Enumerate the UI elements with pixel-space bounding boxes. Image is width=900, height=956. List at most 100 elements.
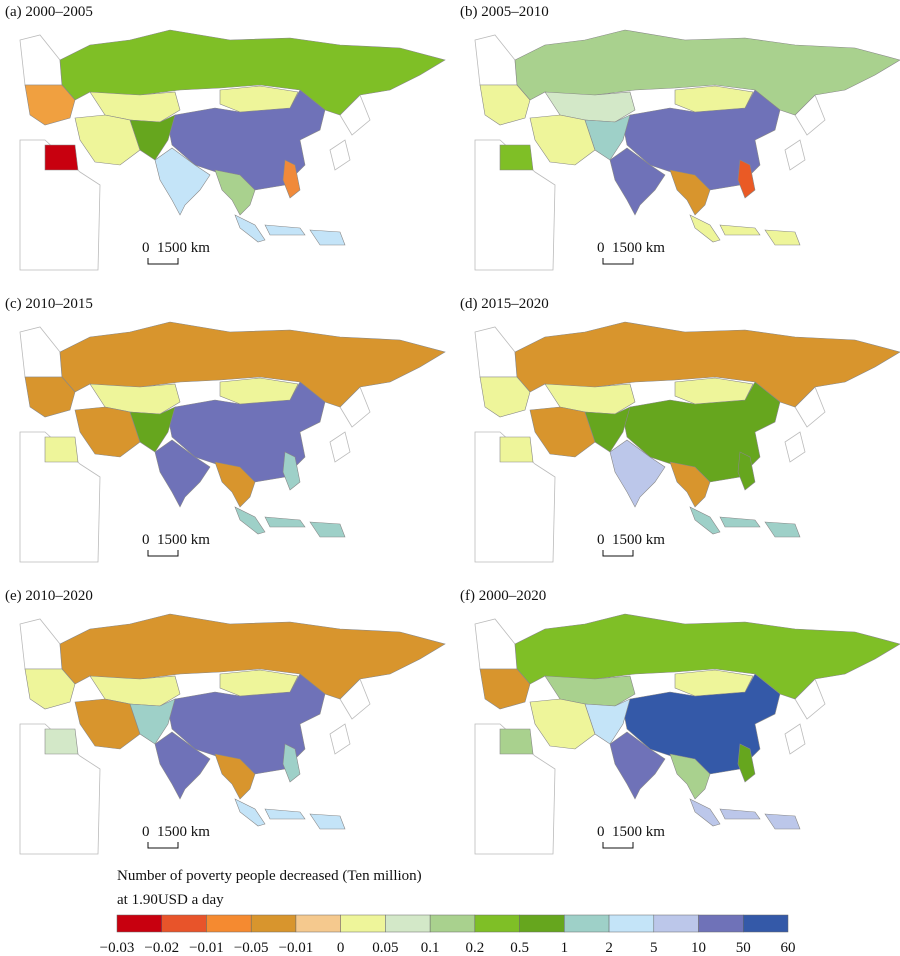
country bbox=[282, 743, 301, 783]
country bbox=[219, 669, 299, 697]
country bbox=[154, 439, 211, 508]
land-outline bbox=[329, 723, 351, 755]
country bbox=[669, 753, 711, 800]
country bbox=[689, 214, 801, 246]
country bbox=[24, 668, 76, 710]
land-outline bbox=[19, 618, 63, 670]
scale-label: 1500 km bbox=[157, 824, 210, 840]
country bbox=[214, 753, 256, 800]
land-outline bbox=[19, 326, 63, 378]
scale-bar bbox=[147, 550, 179, 557]
legend-swatch bbox=[340, 914, 386, 933]
map-panel: (b) 2005–2010 0 1500 km bbox=[460, 4, 900, 271]
legend-swatch bbox=[161, 914, 207, 933]
country bbox=[689, 506, 801, 538]
country bbox=[479, 376, 531, 418]
legend-label: 0.1 bbox=[421, 940, 440, 956]
country bbox=[219, 85, 299, 113]
country bbox=[44, 436, 79, 463]
legend-label: 0 bbox=[337, 940, 345, 956]
legend-label: −0.01 bbox=[279, 940, 314, 956]
legend-swatch bbox=[608, 914, 655, 933]
legend-label: 0.05 bbox=[372, 940, 398, 956]
legend-label: −0.03 bbox=[100, 940, 135, 956]
legend-title: at 1.90USD a day bbox=[117, 892, 224, 908]
land-outline bbox=[19, 139, 101, 271]
land-outline bbox=[329, 431, 351, 463]
map-panel: (a) 2000–2005 0 1500 km bbox=[5, 4, 446, 271]
country bbox=[674, 669, 754, 697]
scale-label: 1500 km bbox=[157, 240, 210, 256]
country bbox=[669, 169, 711, 216]
legend-swatch bbox=[653, 914, 699, 933]
scale-bar bbox=[602, 842, 634, 849]
country bbox=[234, 214, 346, 246]
country bbox=[689, 798, 801, 830]
legend-swatch bbox=[116, 914, 162, 933]
country bbox=[609, 147, 666, 216]
legend-title: Number of poverty people decreased (Ten … bbox=[117, 868, 422, 884]
country bbox=[499, 436, 534, 463]
legend-swatch bbox=[564, 914, 610, 933]
scale-zero: 0 bbox=[597, 240, 605, 256]
legend-label: 0.5 bbox=[510, 940, 529, 956]
country bbox=[609, 439, 666, 508]
country bbox=[24, 84, 76, 126]
country bbox=[219, 377, 299, 405]
country bbox=[584, 698, 631, 745]
country bbox=[74, 114, 141, 166]
legend-label: 5 bbox=[650, 940, 658, 956]
legend-swatch bbox=[698, 914, 744, 933]
land-outline bbox=[329, 139, 351, 171]
legend-label: −0.01 bbox=[189, 940, 224, 956]
map-panel: (f) 2000–2020 0 1500 km bbox=[460, 588, 900, 855]
scale-zero: 0 bbox=[597, 532, 605, 548]
scale-label: 1500 km bbox=[612, 532, 665, 548]
country bbox=[214, 169, 256, 216]
panel-title: (a) 2000–2005 bbox=[5, 4, 93, 20]
scale-zero: 0 bbox=[142, 532, 150, 548]
country bbox=[282, 159, 301, 199]
scale-bar bbox=[147, 258, 179, 265]
country bbox=[584, 406, 631, 453]
map-panel: (d) 2015–2020 0 1500 km bbox=[460, 296, 900, 563]
country bbox=[129, 406, 176, 453]
scale-zero: 0 bbox=[142, 240, 150, 256]
country bbox=[129, 114, 176, 161]
scale-bar bbox=[602, 258, 634, 265]
panel-title: (e) 2010–2020 bbox=[5, 588, 93, 604]
land-outline bbox=[784, 431, 806, 463]
land-outline bbox=[474, 431, 556, 563]
legend-swatch bbox=[250, 914, 297, 933]
land-outline bbox=[474, 139, 556, 271]
country bbox=[479, 668, 531, 710]
panel-title: (b) 2005–2010 bbox=[460, 4, 549, 20]
country bbox=[44, 728, 79, 755]
land-outline bbox=[474, 618, 518, 670]
map-panel: (e) 2010–2020 0 1500 km bbox=[5, 588, 446, 855]
land-outline bbox=[474, 34, 518, 86]
land-outline bbox=[19, 431, 101, 563]
legend-swatch bbox=[295, 914, 341, 933]
land-outline bbox=[19, 723, 101, 855]
map-panel: (c) 2010–2015 0 1500 km bbox=[5, 296, 446, 563]
legend-swatch bbox=[206, 914, 252, 933]
land-outline bbox=[784, 723, 806, 755]
country bbox=[529, 406, 596, 458]
country bbox=[214, 461, 256, 508]
country bbox=[584, 114, 631, 161]
legend-label: 0.2 bbox=[465, 940, 484, 956]
legend-swatch bbox=[429, 914, 476, 933]
legend-swatch bbox=[474, 914, 520, 933]
country bbox=[129, 698, 176, 745]
legend-label: 50 bbox=[736, 940, 751, 956]
panel-title: (d) 2015–2020 bbox=[460, 296, 549, 312]
country bbox=[674, 85, 754, 113]
legend-swatch bbox=[385, 914, 431, 933]
country bbox=[737, 451, 756, 491]
land-outline bbox=[784, 139, 806, 171]
country bbox=[499, 144, 534, 171]
scale-label: 1500 km bbox=[612, 240, 665, 256]
panel-title: (c) 2010–2015 bbox=[5, 296, 93, 312]
